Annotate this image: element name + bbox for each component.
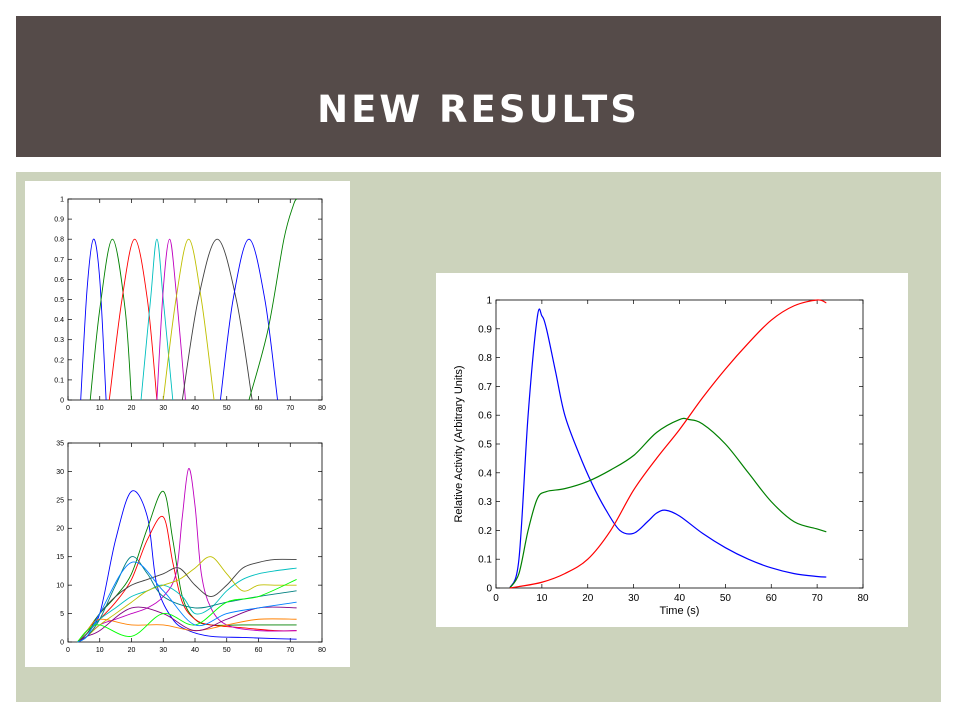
x-tick-label: 0 — [493, 593, 499, 604]
x-tick-label: 60 — [255, 405, 263, 412]
x-tick-label: 10 — [536, 593, 548, 604]
x-tick-label: 60 — [766, 593, 778, 604]
y-tick-label: 10 — [56, 583, 64, 590]
y-tick-label: 1 — [486, 296, 492, 307]
y-tick-label: 0 — [486, 584, 492, 595]
x-tick-label: 40 — [191, 647, 199, 654]
y-tick-label: 5 — [60, 611, 64, 618]
y-tick-label: 0 — [60, 397, 64, 404]
y-tick-label: 0.1 — [478, 555, 492, 566]
y-tick-label: 0.1 — [54, 377, 64, 384]
x-tick-label: 70 — [286, 647, 294, 654]
y-tick-label: 0.3 — [478, 497, 492, 508]
series-line — [509, 417, 827, 589]
x-tick-label: 20 — [128, 647, 136, 654]
y-tick-label: 0.8 — [54, 237, 64, 244]
x-tick-label: 20 — [582, 593, 594, 604]
bottom-left-chart: 0 10 20 30 40 50 60 70 80 0 5 10 15 20 25 30 35 — [56, 440, 326, 654]
x-tick-label: 70 — [286, 405, 294, 412]
x-tick-label: 10 — [96, 647, 104, 654]
plot-frame — [67, 198, 323, 401]
x-tick-label: 40 — [191, 405, 199, 412]
x-tick-label: 0 — [66, 647, 70, 654]
left-figure-panel: 0 10 20 30 40 50 60 70 80 0 0.1 0.2 0.3 0.4 0.5 0.6 0.7 0… — [25, 181, 350, 667]
y-tick-label: 0.6 — [54, 277, 64, 284]
series-line — [156, 238, 186, 401]
y-tick-label: 0.8 — [478, 353, 492, 364]
x-axis-label: Time (s) — [660, 605, 700, 617]
series-line — [140, 238, 174, 401]
y-tick-label: 0.2 — [54, 357, 64, 364]
series-line — [77, 556, 297, 643]
series-line — [89, 238, 132, 401]
y-tick-label: 0.7 — [54, 257, 64, 264]
series-line — [77, 579, 297, 643]
x-tick-label: 40 — [674, 593, 686, 604]
y-tick-label: 15 — [56, 554, 64, 561]
x-tick-label: 50 — [223, 647, 231, 654]
y-tick-label: 0.2 — [478, 526, 492, 537]
y-tick-label: 0.5 — [54, 297, 64, 304]
top-left-chart: 0 10 20 30 40 50 60 70 80 0 0.1 0.2 0.3 0.4 0.5 0.6 0.7 0… — [54, 196, 326, 412]
title-bar: NEW RESULTS — [16, 16, 941, 157]
series-line — [248, 198, 297, 401]
x-tick-label: 30 — [159, 405, 167, 412]
series-line — [509, 308, 827, 589]
slide-title: NEW RESULTS — [317, 88, 640, 131]
x-tick-label: 30 — [159, 647, 167, 654]
series-line — [162, 238, 215, 401]
series-line — [108, 238, 158, 401]
x-tick-label: 50 — [720, 593, 732, 604]
y-tick-label: 35 — [56, 440, 64, 447]
y-tick-label: 0.9 — [478, 324, 492, 335]
y-tick-label: 0.7 — [478, 382, 492, 393]
x-tick-label: 30 — [628, 593, 640, 604]
y-tick-label: 0.6 — [478, 411, 492, 422]
y-tick-label: 0 — [60, 639, 64, 646]
right-chart: 0 10 20 30 40 50 60 70 80 0 0.1 0.2 0.3 0.4 0.5 0.6 0.7 0… — [453, 296, 869, 618]
plot-frame — [495, 299, 864, 589]
y-tick-label: 1 — [60, 196, 64, 203]
x-tick-label: 60 — [255, 647, 263, 654]
y-tick-label: 0.4 — [54, 317, 64, 324]
content-area: 0 10 20 30 40 50 60 70 80 0 0.1 0.2 0.3 0.4 0.5 0.6 0.7 0… — [16, 172, 941, 702]
x-tick-label: 20 — [128, 405, 136, 412]
x-tick-label: 80 — [857, 593, 869, 604]
series-line — [77, 558, 297, 643]
x-tick-label: 70 — [812, 593, 824, 604]
series-line — [77, 561, 297, 643]
series-line — [219, 238, 278, 401]
series-line — [181, 238, 253, 401]
x-tick-label: 50 — [223, 405, 231, 412]
series-line — [509, 299, 827, 589]
y-tick-label: 0.4 — [478, 468, 492, 479]
y-tick-label: 25 — [56, 497, 64, 504]
x-tick-label: 0 — [66, 405, 70, 412]
y-tick-label: 30 — [56, 469, 64, 476]
series-line — [77, 556, 297, 643]
y-tick-label: 0.3 — [54, 337, 64, 344]
series-line — [77, 618, 297, 643]
x-tick-label: 10 — [96, 405, 104, 412]
y-tick-label: 0.9 — [54, 217, 64, 224]
x-tick-label: 80 — [318, 647, 326, 654]
series-line — [77, 567, 297, 643]
y-tick-label: 0.5 — [478, 440, 492, 451]
y-tick-label: 20 — [56, 526, 64, 533]
right-figure-panel: 0 10 20 30 40 50 60 70 80 0 0.1 0.2 0.3 0.4 0.5 0.6 0.7 0… — [436, 273, 908, 627]
x-tick-label: 80 — [318, 405, 326, 412]
y-axis-label: Relative Activity (Arbitrary Units) — [453, 365, 465, 522]
series-line — [80, 238, 107, 401]
